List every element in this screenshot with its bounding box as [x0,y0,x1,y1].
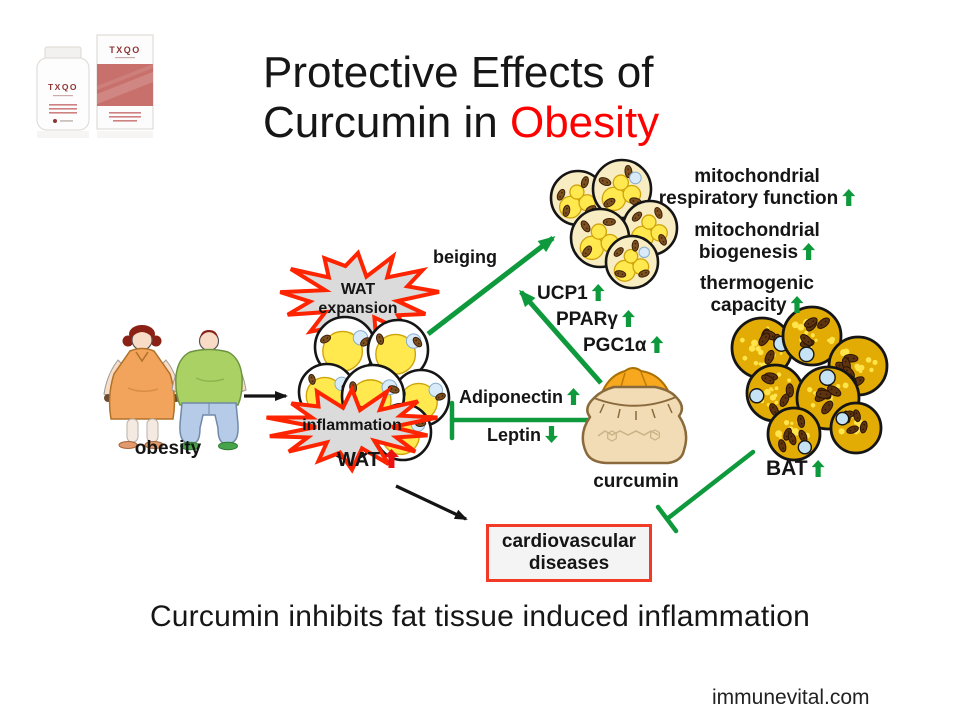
wat-to-cardio-arrow [395,484,468,521]
product-bottle: TXQO [36,46,90,138]
leptin-label: Leptin [487,425,558,446]
mitochondrial-respiratory-label: mitochondrial respiratory function [657,166,857,210]
bat-inhibition-line [655,449,756,534]
green-up-arrow-icon [621,310,635,327]
ucp1-label: UCP1 [537,283,605,305]
product-box: TXQO [96,34,154,138]
man-figure [171,330,247,451]
green-down-arrow-icon [545,426,558,443]
bat-brown-fat-cells [730,305,889,462]
product-shot: TXQO TXQO [36,34,154,138]
curcumin-sack [581,367,688,465]
curcumin-label: curcumin [593,471,679,492]
inflammation-burst [266,384,438,474]
obesity-label: obesity [134,438,202,459]
box-brand-label: TXQO [109,45,141,55]
green-up-arrow-icon [811,460,825,477]
green-up-arrow-icon [790,296,804,313]
title-line1: Protective Effects of [263,48,654,97]
bat-label: BAT [766,457,825,481]
wat-to-beige-beiging-arrow [426,236,556,336]
woman-figure [103,325,181,449]
cardiovascular-diseases-box: cardiovascular diseases [486,524,652,582]
mitochondrial-biogenesis-label: mitochondrial biogenesis [694,220,820,263]
green-up-arrow-icon [842,189,856,206]
wat-up-label: WAT [337,449,399,472]
title-highlight: Obesity [509,98,660,147]
watermark: immunevital.com [712,686,870,709]
ppar-gamma-label: PPARγ [556,309,635,331]
pgc1-alpha-label: PGC1α [583,335,664,357]
curcumin-to-beiging-arrow [519,289,603,385]
red-up-arrow-icon [383,449,399,468]
green-up-arrow-icon [591,284,605,301]
slide-caption: Curcumin inhibits fat tissue induced inf… [149,600,811,633]
curcumin-inhibition-line [449,400,591,441]
green-up-arrow-icon [802,243,816,260]
green-up-arrow-icon [650,336,664,353]
title-line2: Curcumin in [263,98,510,147]
adiponectin-label: Adiponectin [459,387,580,408]
thermogenic-capacity-label: thermogenic capacity [699,273,815,316]
obesity-figures [103,325,247,451]
inflammation-label: inflammation [302,417,402,434]
bottle-brand-label: TXQO [48,82,78,92]
green-up-arrow-icon [567,388,580,405]
beige-adipocyte-cells [549,158,679,290]
page-title: Protective Effects of Curcumin in Obesit… [263,48,659,148]
beiging-label: beiging [433,247,497,267]
arrows-layer [244,236,756,534]
wat-expansion-label: WAT expansion [318,281,398,317]
